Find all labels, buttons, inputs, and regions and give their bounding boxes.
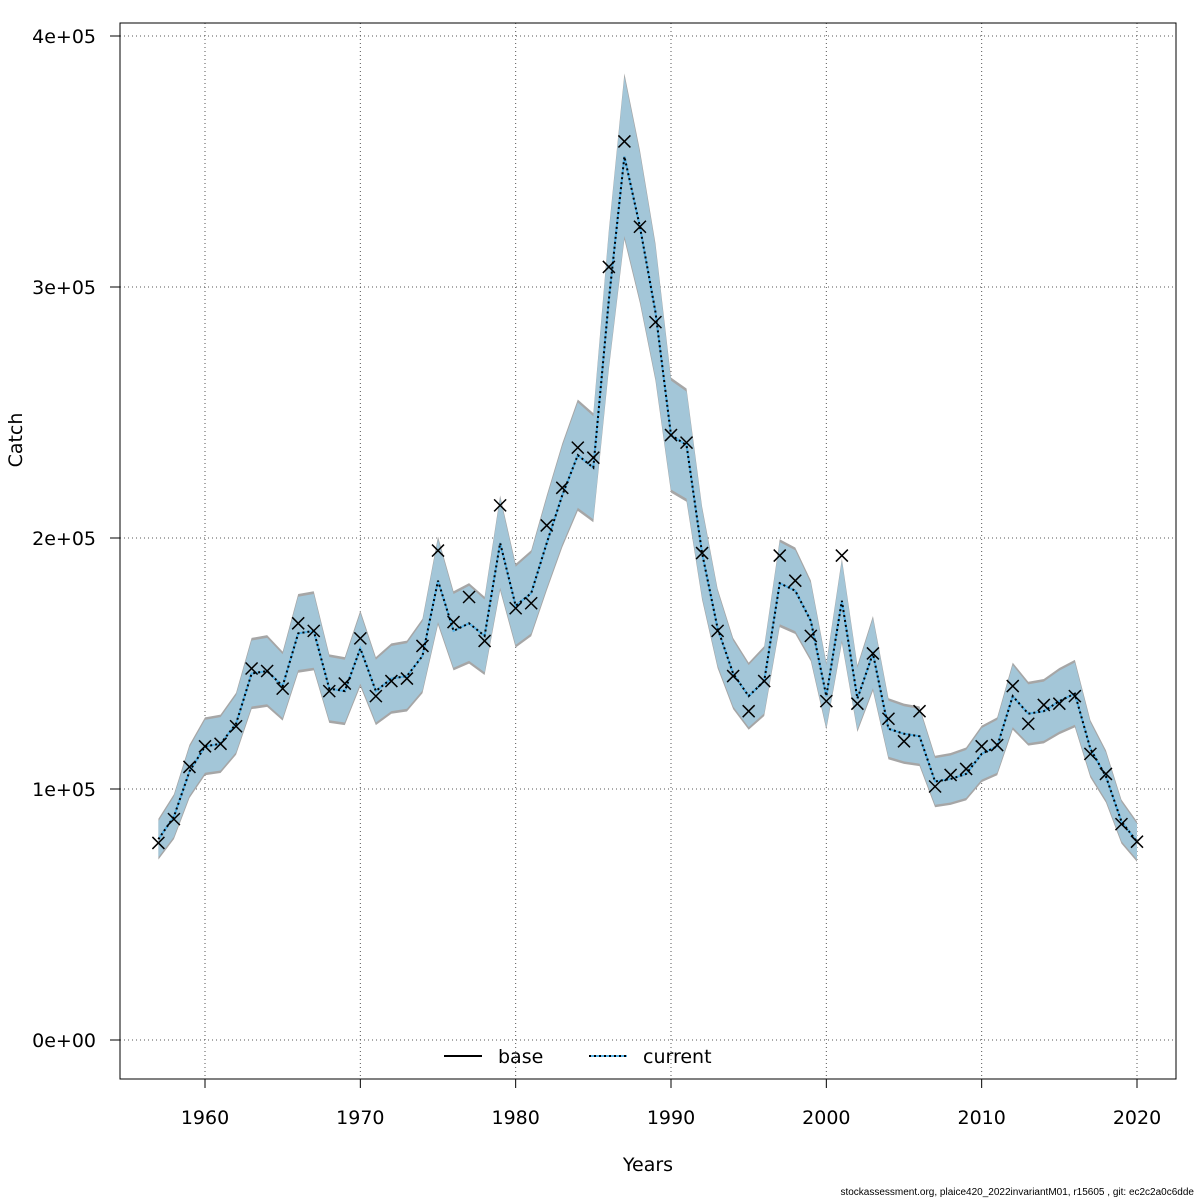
observed-point [788,574,802,588]
observed-point [881,712,895,726]
observed-point [291,616,305,630]
observed-point [1099,767,1113,781]
estimate-lines [157,156,1138,843]
footer-credit: stockassessment.org, plaice420_2022invar… [840,1187,1194,1198]
legend-current-label: current [643,1046,712,1068]
observed-point [990,738,1004,752]
observed-point [648,315,662,329]
observed-point [151,836,165,850]
x-tick-label: 2020 [1113,1107,1161,1129]
observed-point [182,760,196,774]
observed-point [850,697,864,711]
observed-point [975,739,989,753]
observed-point [835,549,849,563]
observed-point [1021,717,1035,731]
observed-point [447,615,461,629]
observed-point [571,441,585,455]
observed-point [913,704,927,718]
observed-point [804,629,818,643]
observed-point [959,762,973,776]
current-ci-band [158,76,1137,860]
observed-point [369,689,383,703]
observed-point [1037,698,1051,712]
y-tick-label: 0e+00 [32,1030,96,1052]
observed-point [167,812,181,826]
y-axis: 0e+00 1e+05 2e+05 3e+05 4e+05 [32,26,120,1052]
observed-point [602,260,616,274]
y-tick-label: 3e+05 [32,277,96,299]
x-tick-label: 1960 [181,1107,229,1129]
observed-point [773,549,787,563]
observed-point [415,639,429,653]
observed-point [353,631,367,645]
observed-point [897,734,911,748]
y-tick-label: 4e+05 [32,26,96,48]
observed-point [680,436,694,450]
observed-point [1130,835,1144,849]
observed-point [540,518,554,532]
current-line-dots [157,156,1138,843]
legend-base-label: base [498,1046,543,1068]
observed-point [711,624,725,638]
confidence-bands [158,73,1137,862]
observed-point [245,661,259,676]
y-axis-label: Catch [5,413,27,468]
observed-point [617,134,631,148]
observed-point [198,739,212,753]
legend: base current [444,1046,712,1068]
observed-point [1114,817,1129,831]
y-tick-label: 2e+05 [32,528,96,550]
observed-point [586,451,600,465]
observed-point [462,590,476,604]
observed-point [384,674,398,688]
grid [120,23,1176,1079]
observed-point [229,719,243,733]
y-tick-label: 1e+05 [32,779,96,801]
observed-point [431,544,445,558]
observed-point [1068,689,1082,703]
x-tick-label: 1990 [647,1107,695,1129]
observed-point [478,634,492,648]
x-tick-label: 1980 [491,1107,539,1129]
plot-frame [119,22,1177,1080]
observed-point [695,546,709,560]
observed-point [400,672,414,686]
x-tick-label: 2010 [957,1107,1005,1129]
x-axis-label: Years [622,1154,673,1176]
observed-points [151,134,1144,850]
observed-point [944,768,958,782]
observed-point [524,596,538,610]
observed-point [509,601,523,615]
observed-point [726,669,740,683]
observed-point [742,704,756,718]
observed-point [338,677,352,691]
observed-point [260,664,274,678]
observed-point [928,779,942,794]
observed-point [757,674,771,688]
observed-point [866,646,880,660]
x-axis: 1960 1970 1980 1990 2000 2010 2020 [181,1078,1161,1129]
observed-point [214,737,228,751]
observed-point [307,624,321,638]
observed-point [555,481,569,495]
x-tick-label: 1970 [336,1107,384,1129]
observed-point [1083,747,1097,761]
observed-point [276,682,290,696]
observed-point [1052,697,1066,711]
x-tick-label: 2000 [802,1107,850,1129]
observed-point [493,498,507,512]
observed-point [819,694,833,708]
observed-point [322,684,336,698]
observed-point [1006,679,1020,693]
observed-point [664,428,678,442]
observed-point [633,220,647,234]
